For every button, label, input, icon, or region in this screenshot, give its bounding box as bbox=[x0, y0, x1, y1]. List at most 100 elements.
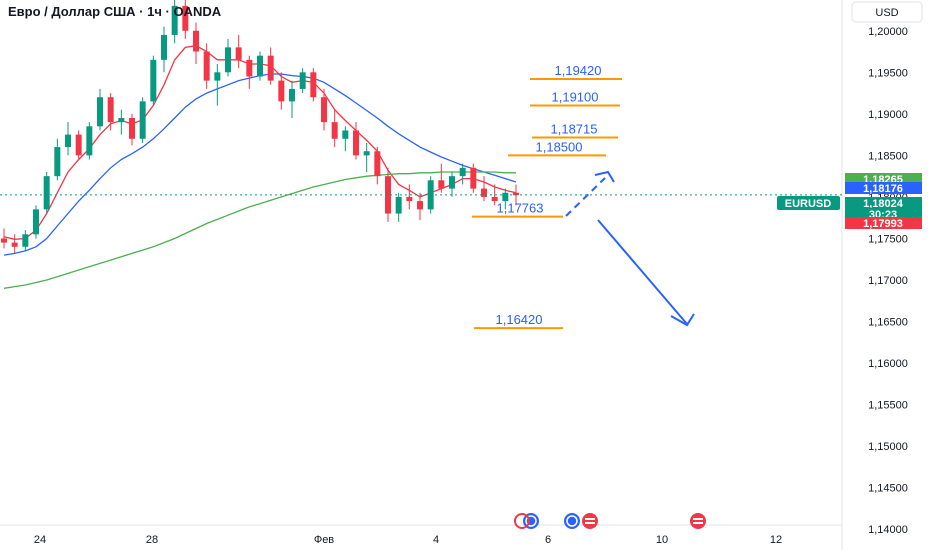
price-level[interactable]: 1,17763 bbox=[472, 201, 563, 218]
candle bbox=[491, 184, 498, 206]
candle-body bbox=[22, 234, 29, 247]
plot-area[interactable] bbox=[0, 0, 842, 550]
candle bbox=[310, 68, 317, 102]
candle-body bbox=[33, 209, 39, 235]
candle bbox=[139, 97, 146, 143]
price-tick-label: 1,18500 bbox=[868, 150, 908, 162]
candle-body bbox=[54, 147, 61, 177]
candle-body bbox=[118, 118, 125, 123]
price-level[interactable]: 1,18500 bbox=[508, 139, 606, 157]
candle bbox=[299, 68, 306, 94]
candle-body bbox=[395, 196, 402, 214]
candle-body bbox=[214, 72, 221, 81]
candle bbox=[43, 172, 50, 214]
candle bbox=[342, 126, 349, 152]
candle-body bbox=[246, 59, 253, 77]
candle bbox=[107, 93, 114, 131]
down-arrow-head-icon bbox=[670, 313, 695, 327]
projected-down-path[interactable] bbox=[597, 219, 688, 325]
price-level[interactable]: 1,19420 bbox=[530, 63, 622, 80]
candle-body bbox=[1, 238, 7, 243]
projected-up-path[interactable] bbox=[565, 177, 606, 217]
candle-body bbox=[43, 176, 50, 210]
candle-body bbox=[139, 101, 146, 139]
candle bbox=[406, 184, 413, 210]
price-tick-label: 1,16000 bbox=[868, 358, 908, 370]
candle bbox=[150, 55, 157, 106]
candle bbox=[363, 142, 370, 172]
candle bbox=[331, 109, 338, 148]
candle bbox=[278, 72, 285, 110]
candle-body bbox=[107, 97, 114, 123]
candle-body bbox=[75, 134, 82, 156]
time-axis[interactable]: 24 28 Фев 4 6 10 12 bbox=[34, 534, 782, 546]
lower-price-badge: 1,17993 bbox=[845, 217, 922, 230]
candle-body bbox=[267, 55, 274, 81]
candle-body bbox=[353, 130, 359, 156]
candle bbox=[1, 228, 7, 249]
candle-body bbox=[257, 55, 263, 77]
candle bbox=[374, 147, 381, 185]
candle bbox=[417, 192, 423, 221]
price-tick-label: 1,15500 bbox=[868, 400, 908, 412]
time-tick-label: 28 bbox=[146, 534, 158, 546]
candle bbox=[395, 192, 402, 222]
candle-body bbox=[342, 130, 349, 139]
candle-body bbox=[150, 59, 157, 102]
lower-price-badge-label: 1,17993 bbox=[863, 218, 903, 230]
event-icon-2[interactable] bbox=[564, 513, 598, 529]
candle-body bbox=[417, 201, 423, 210]
candle-body bbox=[97, 97, 103, 127]
candle bbox=[470, 163, 477, 193]
candle bbox=[438, 163, 445, 193]
candle bbox=[33, 205, 39, 239]
candle bbox=[481, 176, 487, 202]
time-tick-label: Фев bbox=[314, 534, 334, 546]
candle bbox=[86, 122, 93, 160]
candle-body bbox=[321, 97, 327, 123]
candle-body bbox=[406, 196, 413, 202]
candle-body bbox=[161, 34, 167, 60]
price-tick-label: 1,19000 bbox=[868, 109, 908, 121]
price-level[interactable]: 1,19100 bbox=[530, 90, 620, 107]
candle-body bbox=[363, 151, 370, 156]
price-tick-label: 1,14000 bbox=[868, 524, 908, 536]
candle-body bbox=[203, 51, 210, 81]
event-markers[interactable] bbox=[514, 513, 706, 529]
candle bbox=[257, 51, 263, 81]
forecast-drawings[interactable] bbox=[565, 170, 695, 327]
horizontal-levels[interactable]: 1,19420 1,19100 1,18715 1,18500 1,17763 1,164… bbox=[472, 63, 622, 330]
currency-button[interactable]: USD bbox=[851, 1, 923, 23]
last-price-badge: 1,18024 bbox=[845, 197, 922, 210]
level-label: 1,19420 bbox=[555, 63, 602, 78]
candle-body bbox=[385, 176, 391, 214]
candle bbox=[502, 188, 509, 210]
candle bbox=[171, 0, 178, 44]
level-label: 1,18715 bbox=[551, 122, 598, 137]
candle-body bbox=[278, 80, 285, 102]
time-tick-label: 12 bbox=[770, 534, 782, 546]
candle-body bbox=[481, 188, 487, 197]
price-tick-label: 1,17500 bbox=[868, 233, 908, 245]
candle-body bbox=[502, 192, 509, 202]
candle-body bbox=[459, 167, 466, 177]
level-label: 1,18500 bbox=[536, 139, 583, 154]
price-level[interactable]: 1,18715 bbox=[532, 122, 618, 139]
candle-body bbox=[310, 72, 317, 98]
candle-body bbox=[299, 72, 306, 89]
candle bbox=[449, 172, 455, 197]
price-axis[interactable]: 1,200001,195001,190001,185001,180001,175… bbox=[868, 26, 908, 536]
symbol-badge[interactable]: EURUSD bbox=[777, 196, 840, 210]
price-level[interactable]: 1,16420 bbox=[474, 312, 563, 330]
candle bbox=[11, 234, 18, 254]
candle bbox=[22, 230, 29, 251]
time-tick-label: 24 bbox=[34, 534, 46, 546]
price-tick-label: 1,14500 bbox=[868, 483, 908, 495]
event-icon-3[interactable] bbox=[690, 513, 706, 529]
level-label: 1,19100 bbox=[552, 90, 599, 105]
event-icon-1[interactable] bbox=[514, 513, 539, 529]
candle-body bbox=[331, 122, 338, 139]
